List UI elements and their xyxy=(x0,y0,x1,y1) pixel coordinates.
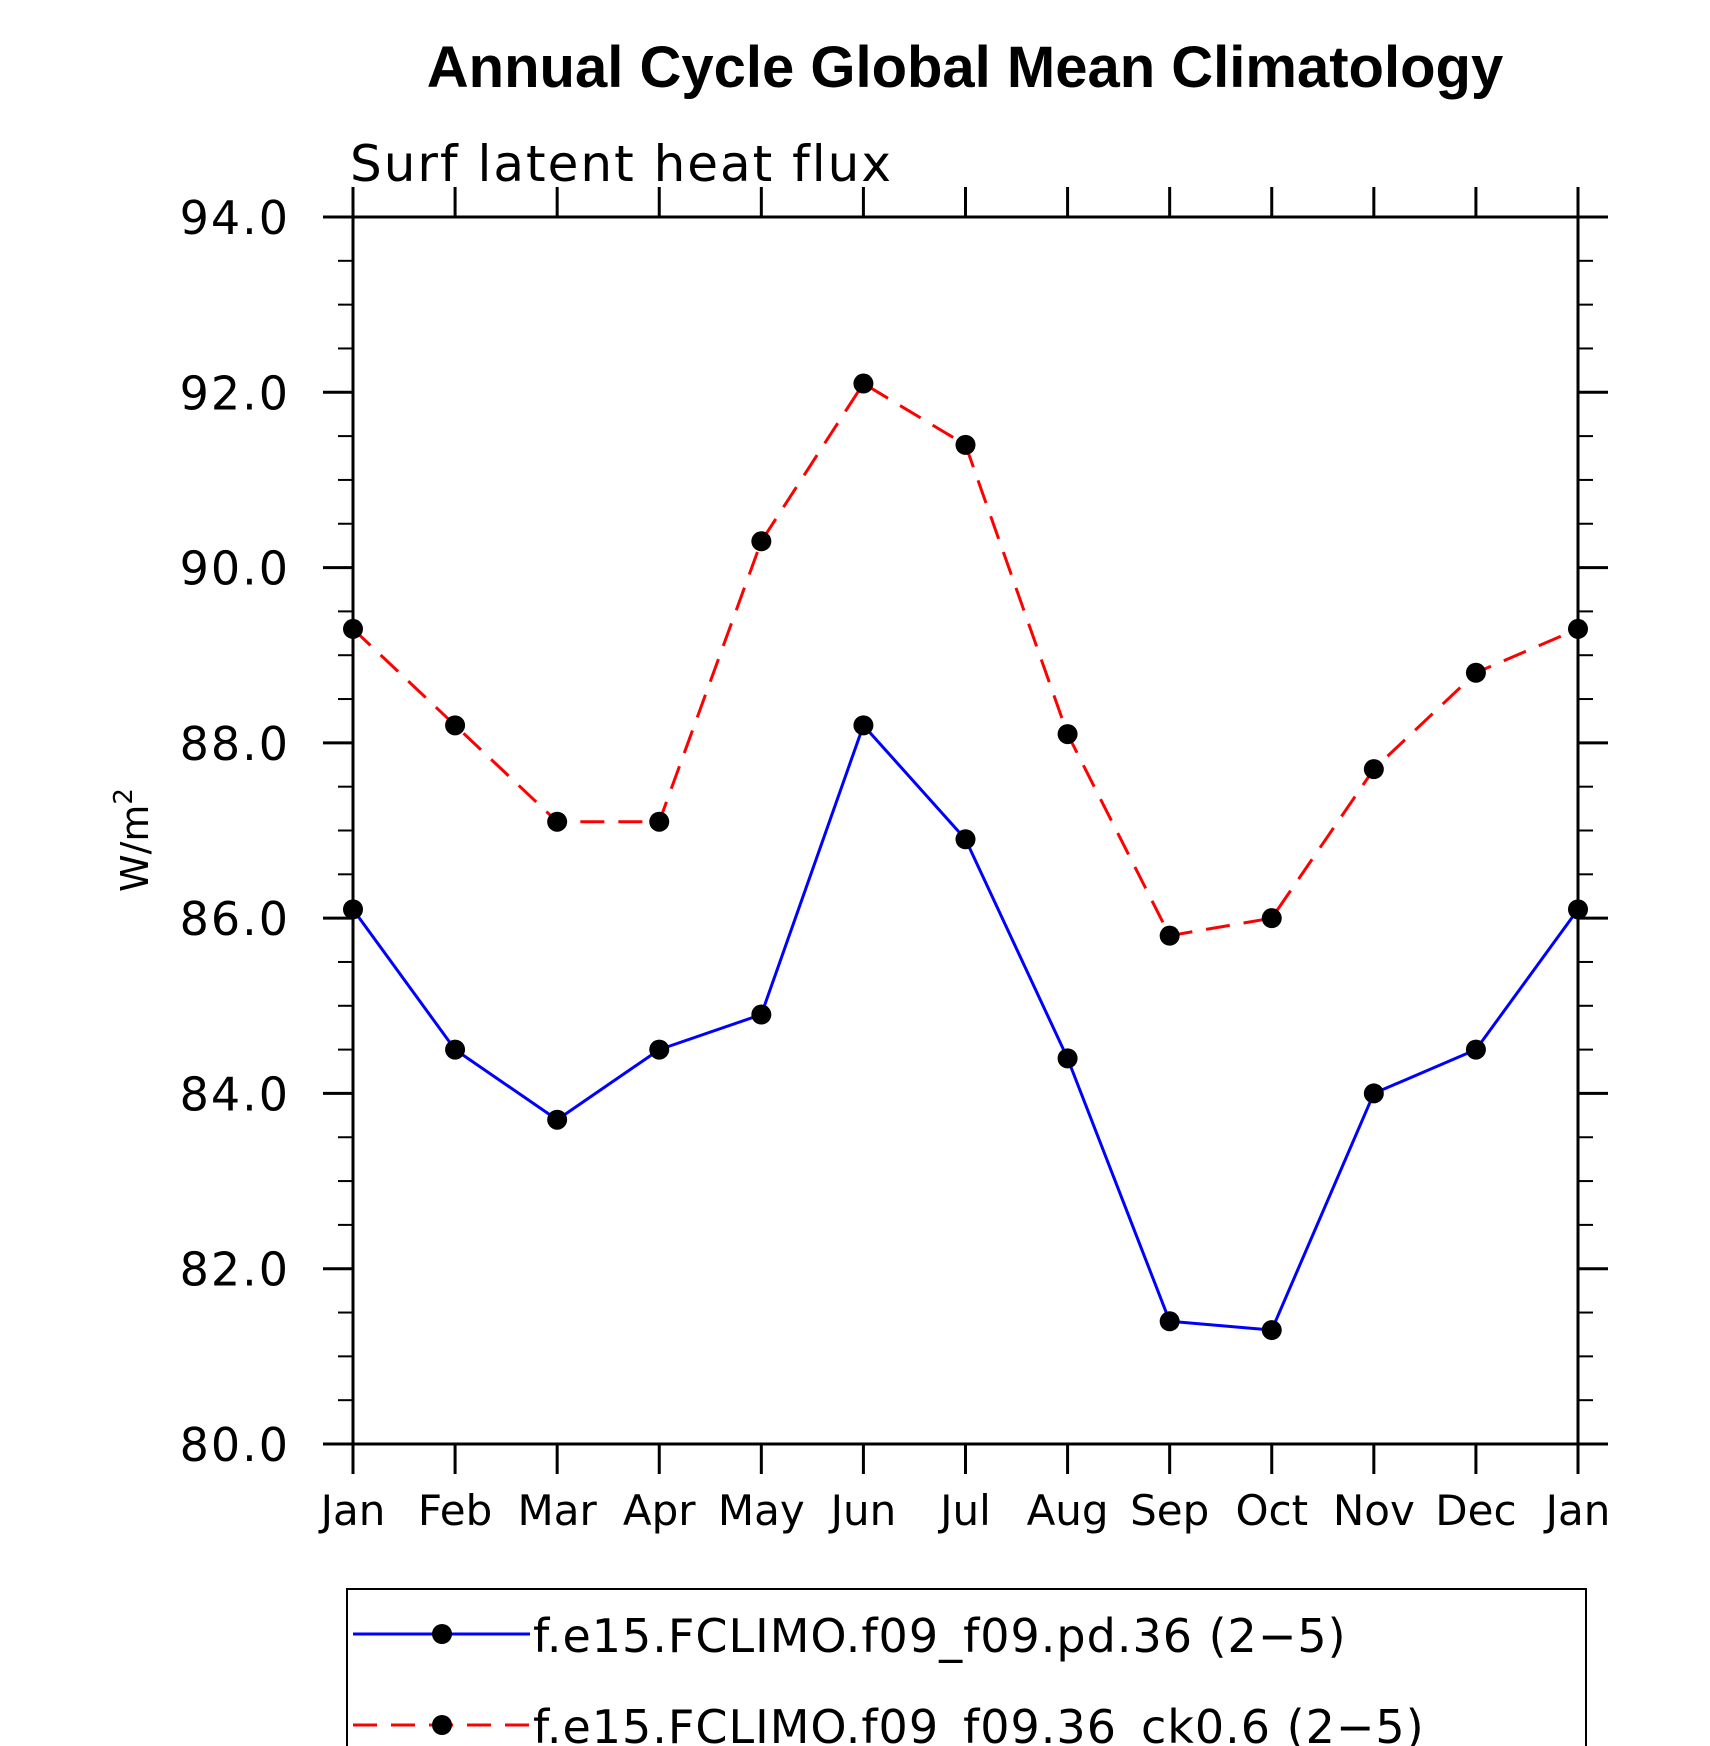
x-tick-label: Aug xyxy=(1027,1486,1109,1535)
legend-box xyxy=(346,1588,1587,1746)
series-1-point xyxy=(343,899,363,920)
x-tick-label: Sep xyxy=(1130,1486,1209,1535)
chart-subtitle: Surf latent heat flux xyxy=(350,135,893,193)
x-tick-label: Oct xyxy=(1235,1486,1308,1535)
series-line-1 xyxy=(351,723,1580,1332)
axes: Jan Feb Mar Apr May Jun Jul Aug Sep Oct Nov Dec Jan 8… xyxy=(180,187,1611,1535)
series-1-point xyxy=(1159,1311,1180,1332)
series-2-point xyxy=(1568,618,1588,639)
series-1-point xyxy=(1465,1039,1486,1060)
y-tick-label: 86.0 xyxy=(180,892,290,946)
x-tick-label: May xyxy=(718,1486,805,1535)
x-tick-label: Jan xyxy=(318,1486,386,1535)
series-1-point xyxy=(649,1039,670,1060)
series-1-point xyxy=(1363,1083,1384,1104)
series-line-2 xyxy=(351,382,1579,938)
y-axis-label-superscript: 2 xyxy=(109,788,139,805)
series-1-point xyxy=(1057,1048,1078,1069)
series-2-point xyxy=(751,531,772,552)
legend-marker-series-2 xyxy=(432,1715,452,1735)
x-tick-label: Feb xyxy=(418,1486,492,1535)
series-2-point xyxy=(853,373,874,394)
legend-marker-series-1 xyxy=(432,1624,452,1644)
series-1-point xyxy=(1261,1320,1282,1341)
x-tick-label: Jun xyxy=(828,1486,897,1535)
y-axis-label-base: W/m xyxy=(113,805,157,892)
x-tick-label: Dec xyxy=(1435,1486,1516,1535)
series-layer xyxy=(343,373,1588,1341)
y-tick-label: 94.0 xyxy=(180,191,290,245)
legend-label-series-1: f.e15.FCLIMO.f09_f09.pd.36 (2−5) xyxy=(533,1609,1347,1663)
x-tick-label: Jul xyxy=(937,1486,991,1535)
series-1-point xyxy=(547,1109,568,1130)
y-tick-label: 82.0 xyxy=(180,1243,290,1297)
series-1-point xyxy=(1568,899,1588,920)
series-2-point xyxy=(343,618,363,639)
x-tick-label: Apr xyxy=(623,1486,696,1535)
legend: f.e15.FCLIMO.f09_f09.pd.36 (2−5) f.e15.F… xyxy=(346,1588,1587,1746)
series-2-point xyxy=(955,434,976,455)
y-tick-label: 90.0 xyxy=(180,542,290,596)
series-1-point xyxy=(853,715,874,736)
x-tick-label: Mar xyxy=(518,1486,598,1535)
y-tick-label: 88.0 xyxy=(180,717,290,771)
series-2-point xyxy=(1465,662,1486,683)
series-1-point xyxy=(445,1039,466,1060)
series-1-point xyxy=(751,1004,772,1025)
y-tick-label: 84.0 xyxy=(180,1067,290,1121)
x-tick-label: Jan xyxy=(1543,1486,1611,1535)
series-1-point xyxy=(955,829,976,850)
series-2-point xyxy=(1057,724,1078,745)
y-tick-label: 80.0 xyxy=(180,1418,290,1472)
series-2-point xyxy=(1261,908,1282,929)
series-2-point xyxy=(445,715,466,736)
x-tick-label: Nov xyxy=(1333,1486,1415,1535)
legend-label-series-2: f.e15.FCLIMO.f09_f09.36_ck0.6 (2−5) xyxy=(533,1700,1425,1746)
series-2-point xyxy=(1363,759,1384,780)
y-tick-label: 92.0 xyxy=(180,366,290,420)
series-2-point xyxy=(547,811,568,832)
chart-title: Annual Cycle Global Mean Climatology xyxy=(427,35,1503,100)
series-2-point xyxy=(1159,925,1180,946)
series-2-point xyxy=(649,811,670,832)
y-axis-label: W/m2 xyxy=(109,788,157,892)
